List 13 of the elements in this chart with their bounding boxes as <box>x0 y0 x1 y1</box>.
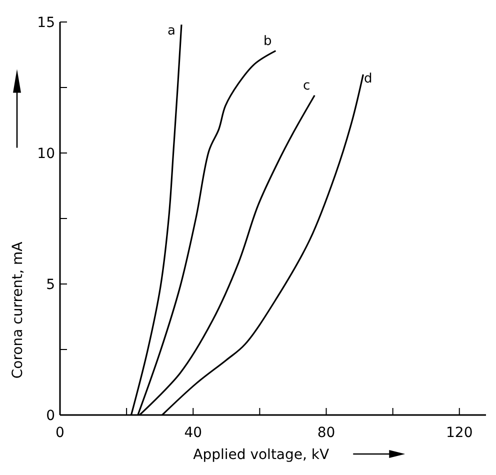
x-tick-label: 80 <box>317 425 336 441</box>
series-label: c <box>303 78 310 94</box>
y-tick-label: 0 <box>46 408 55 424</box>
series-label: b <box>264 34 272 49</box>
series-label: d <box>364 71 372 86</box>
y-tick-label: 15 <box>37 15 55 31</box>
x-axis-title: Applied voltage, kV <box>193 447 330 463</box>
y-tick-label: 10 <box>37 146 55 162</box>
y-axis-title: Corona current, mA <box>10 241 26 379</box>
y-tick-label: 5 <box>46 277 55 293</box>
series-label: a <box>167 24 176 39</box>
x-tick-label: 40 <box>184 425 202 441</box>
x-tick-label: 120 <box>446 425 473 441</box>
